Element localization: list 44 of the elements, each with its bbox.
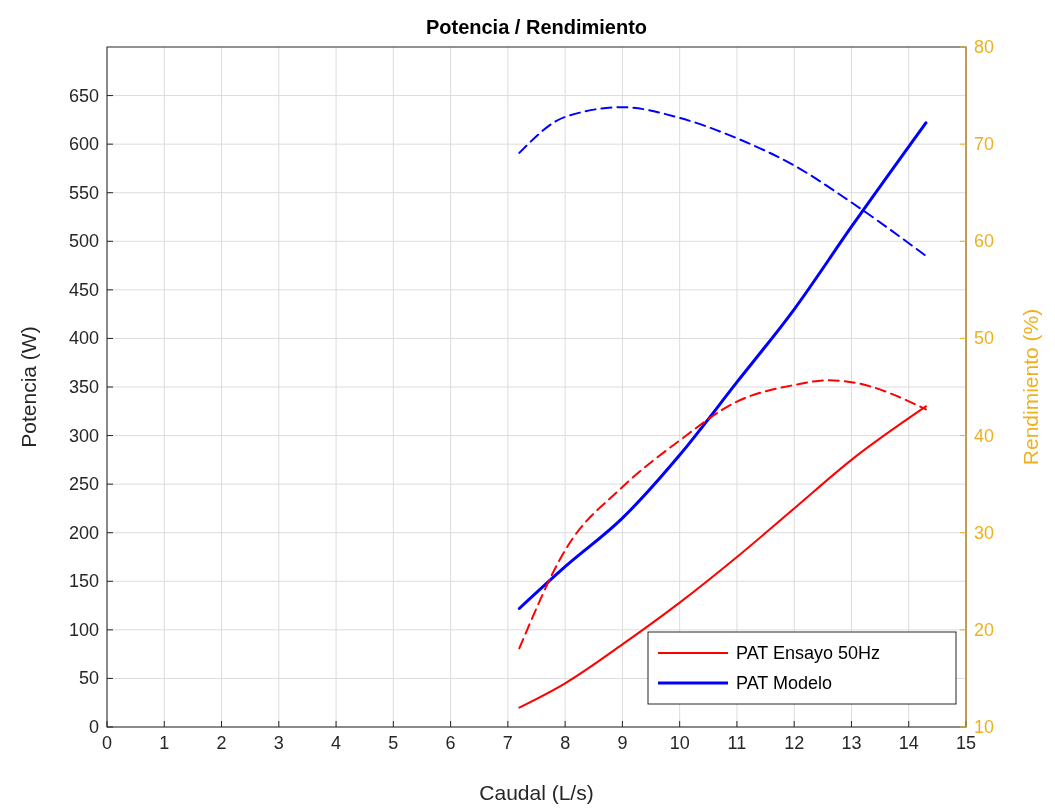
y-tick-label: 550	[68, 182, 99, 203]
y-tick-label: 500	[68, 231, 99, 252]
x-tick-label: 14	[898, 733, 919, 753]
x-tick-label: 12	[784, 733, 805, 753]
y2-tick-label: 20	[974, 619, 995, 640]
y-tick-label: 100	[68, 619, 99, 640]
y-tick-label: 150	[68, 571, 99, 592]
y-tick-label: 50	[78, 668, 99, 689]
y2-tick-label: 80	[974, 37, 995, 57]
y2-tick-label: 40	[974, 425, 995, 446]
x-axis-title: Caudal (L/s)	[479, 781, 594, 804]
chart-title: Potencia / Rendimiento	[425, 16, 648, 38]
x-tick-label: 10	[669, 733, 690, 753]
legend-label: PAT Modelo	[736, 673, 833, 693]
y-axis-title: Potencia (W)	[17, 326, 40, 448]
x-tick-label: 11	[727, 733, 747, 753]
x-tick-label: 3	[273, 733, 284, 753]
y-tick-label: 450	[68, 279, 99, 300]
x-tick-label: 9	[617, 733, 628, 753]
y2-tick-label: 10	[974, 717, 995, 737]
y-tick-label: 200	[68, 522, 99, 543]
y2-tick-label: 50	[974, 328, 995, 349]
x-tick-label: 15	[955, 733, 977, 753]
y2-axis-title: Rendimiento (%)	[1019, 308, 1042, 466]
y-tick-label: 0	[88, 717, 99, 737]
y2-tick-label: 60	[974, 231, 995, 252]
x-tick-label: 1	[159, 733, 170, 753]
y2-tick-label: 70	[974, 134, 995, 155]
x-tick-label: 5	[388, 733, 399, 753]
y-tick-label: 650	[68, 85, 99, 106]
x-tick-label: 8	[560, 733, 571, 753]
y-tick-label: 300	[68, 425, 99, 446]
x-tick-label: 0	[101, 733, 113, 753]
y2-tick-label: 30	[974, 522, 995, 543]
y-tick-label: 350	[68, 377, 99, 397]
x-tick-label: 7	[502, 733, 513, 753]
x-tick-label: 13	[841, 733, 862, 753]
x-tick-label: 2	[216, 733, 227, 753]
legend-label: PAT Ensayo 50Hz	[736, 643, 881, 663]
y-tick-label: 600	[68, 134, 99, 155]
y-tick-label: 400	[68, 328, 99, 349]
x-tick-label: 6	[445, 733, 456, 753]
y-tick-label: 250	[68, 474, 99, 495]
x-tick-label: 4	[331, 733, 342, 753]
